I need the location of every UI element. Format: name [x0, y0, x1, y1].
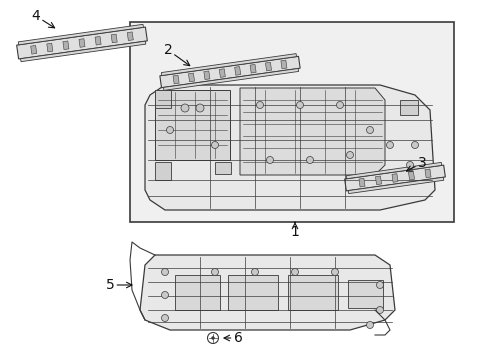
Text: 1: 1	[290, 222, 299, 239]
Polygon shape	[175, 275, 220, 310]
Circle shape	[291, 269, 298, 275]
Polygon shape	[344, 165, 445, 191]
Polygon shape	[265, 62, 271, 71]
Polygon shape	[287, 275, 337, 310]
Polygon shape	[155, 90, 229, 160]
Polygon shape	[234, 67, 240, 75]
Polygon shape	[155, 90, 171, 108]
Polygon shape	[424, 169, 430, 178]
Circle shape	[386, 141, 393, 148]
Text: 6: 6	[224, 331, 242, 345]
Polygon shape	[63, 41, 69, 50]
Polygon shape	[31, 45, 37, 54]
Polygon shape	[219, 69, 225, 77]
Polygon shape	[17, 27, 147, 59]
Circle shape	[366, 321, 373, 328]
Polygon shape	[346, 162, 441, 179]
Polygon shape	[18, 24, 143, 45]
Polygon shape	[407, 171, 414, 180]
Polygon shape	[227, 275, 278, 310]
Circle shape	[366, 126, 373, 134]
Circle shape	[251, 269, 258, 275]
Polygon shape	[240, 88, 384, 175]
Circle shape	[181, 104, 189, 112]
Polygon shape	[203, 71, 209, 80]
Circle shape	[166, 126, 173, 134]
Circle shape	[411, 141, 418, 148]
Text: 3: 3	[406, 156, 426, 171]
Polygon shape	[163, 68, 298, 90]
Polygon shape	[155, 162, 171, 180]
Circle shape	[256, 102, 263, 108]
Polygon shape	[215, 162, 230, 174]
Text: 4: 4	[32, 9, 55, 28]
Polygon shape	[347, 280, 382, 308]
Polygon shape	[375, 176, 381, 185]
Circle shape	[306, 157, 313, 163]
Circle shape	[161, 315, 168, 321]
Circle shape	[406, 162, 413, 168]
Polygon shape	[127, 32, 133, 41]
Bar	[130, 22, 453, 222]
Circle shape	[331, 269, 338, 275]
Polygon shape	[20, 41, 145, 62]
Circle shape	[376, 282, 383, 288]
Circle shape	[211, 269, 218, 275]
Polygon shape	[111, 34, 117, 43]
Text: 5: 5	[105, 278, 132, 292]
Polygon shape	[358, 178, 364, 187]
Circle shape	[266, 157, 273, 163]
Circle shape	[211, 337, 214, 339]
Polygon shape	[347, 177, 443, 194]
Circle shape	[161, 292, 168, 298]
Circle shape	[161, 269, 168, 275]
Polygon shape	[95, 36, 101, 45]
Polygon shape	[391, 174, 397, 182]
Circle shape	[376, 306, 383, 314]
Text: 2: 2	[163, 43, 189, 66]
Polygon shape	[145, 85, 434, 210]
Polygon shape	[79, 39, 85, 47]
Circle shape	[346, 152, 353, 158]
Polygon shape	[161, 54, 296, 76]
Polygon shape	[399, 100, 417, 115]
Polygon shape	[47, 43, 53, 52]
Polygon shape	[173, 75, 179, 84]
Polygon shape	[160, 56, 300, 88]
Polygon shape	[249, 64, 256, 73]
Circle shape	[211, 141, 218, 148]
Circle shape	[196, 104, 203, 112]
Polygon shape	[280, 60, 286, 69]
Circle shape	[336, 102, 343, 108]
Circle shape	[296, 102, 303, 108]
Polygon shape	[188, 73, 194, 82]
Polygon shape	[140, 255, 394, 330]
